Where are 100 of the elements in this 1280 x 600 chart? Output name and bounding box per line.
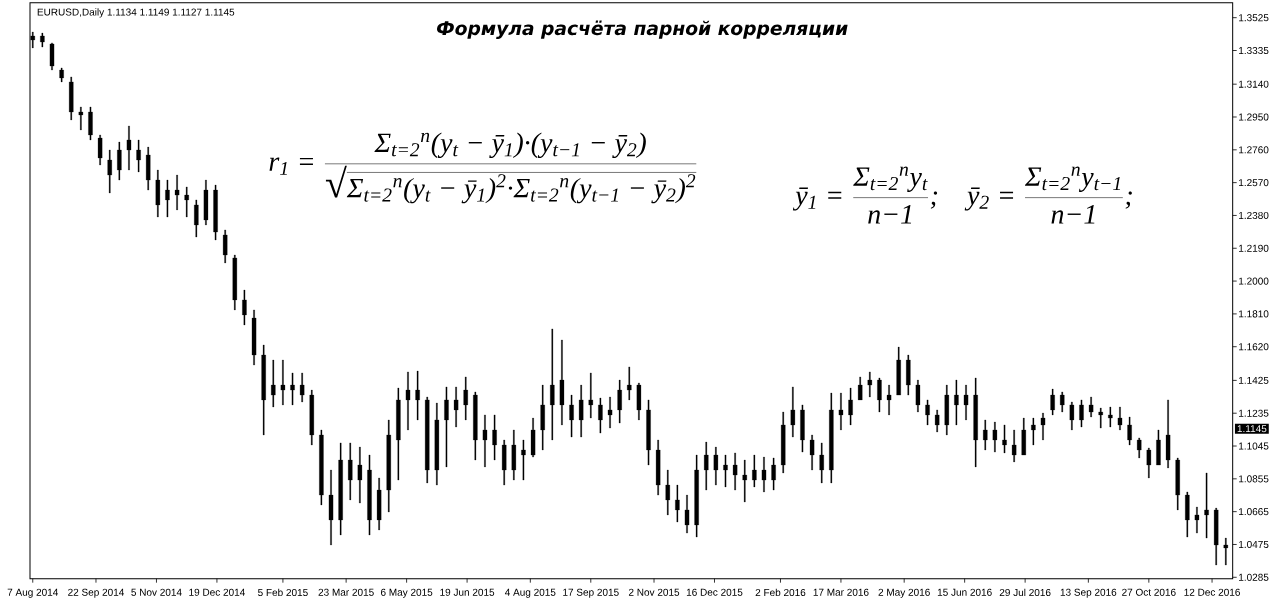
y-tick-label: 1.3525 (1239, 14, 1269, 22)
annotation: n−1 (868, 205, 912, 224)
candlestick (1146, 447, 1152, 479)
candlestick (588, 372, 593, 419)
y-tick-label: 1.3140 (1239, 80, 1269, 88)
candlestick (675, 484, 680, 523)
candlestick (809, 434, 815, 471)
annotation: Σ$_{t=2}$$^{n}$y$_{t−1}$ (1024, 166, 1121, 192)
candlestick (69, 76, 74, 121)
candlestick (655, 439, 661, 496)
y-tick-label: 1.3335 (1239, 46, 1269, 55)
candlestick (906, 354, 911, 396)
candlestick (1011, 429, 1017, 463)
candlestick (713, 446, 719, 486)
text: Σ$_{t=2}$$^{n}$(y$_{t}$ − ȳ$_{1}$)·(y$_{t−1}$ − ȳ$_{2}$) (374, 132, 646, 159)
candlestick (877, 377, 882, 413)
candlestick (867, 371, 873, 398)
candlestick (97, 134, 103, 166)
candlestick (319, 429, 324, 506)
candlestick (646, 399, 651, 466)
x-tick-label: 2 Nov 2015 (628, 588, 680, 596)
candlestick (155, 169, 161, 218)
candlestick (59, 67, 64, 83)
candlestick (1213, 507, 1219, 566)
candlestick (761, 456, 767, 493)
candlestick (1204, 472, 1209, 539)
candlestick (242, 289, 247, 326)
candlestick (261, 344, 266, 436)
x-tick-label: 27 Oct 2016 (1122, 588, 1176, 596)
candlestick (328, 469, 334, 546)
y-tick-label: 1.0285 (1239, 573, 1269, 581)
y-tick-label: 1.2950 (1239, 113, 1269, 121)
x-tick-label: 17 Mar 2016 (813, 588, 869, 596)
candlestick (1165, 399, 1171, 469)
candlestick (829, 392, 834, 484)
candlestick (925, 399, 930, 426)
candlestick (973, 377, 978, 468)
candlestick (636, 382, 642, 421)
candlestick (617, 379, 622, 424)
candlestick (684, 494, 690, 534)
candlestick (357, 446, 363, 504)
candlestick (222, 229, 228, 264)
candlestick (983, 419, 988, 451)
candlestick (1079, 399, 1084, 428)
x-tick-label: 17 Sep 2015 (563, 588, 619, 598)
text: Σ$_{t=2}$$^{n}$(y$_{t}$ − ȳ$_{1}$)$^{2}$·Σ$_{t=2}$$^{n}$(y$_{t−1}$ − ȳ$_{2}$)$^{2}$ (346, 174, 696, 204)
candlestick (607, 396, 613, 429)
x-tick-label: 16 Dec 2015 (686, 588, 743, 596)
candlestick (290, 372, 295, 406)
annotation: n−1 (1051, 205, 1095, 224)
candlestick (1069, 401, 1075, 431)
y-tick-label: 1.2000 (1239, 277, 1269, 285)
candlestick (1156, 429, 1161, 466)
candlestick (896, 346, 901, 396)
annotation: Σ$_{t=2}$$^{n}$y$_{t}$ (853, 166, 928, 192)
candlestick (338, 442, 343, 536)
annotation: √ (325, 165, 347, 198)
x-tick-label: 5 Feb 2015 (258, 588, 308, 597)
candlestick (1031, 417, 1036, 446)
x-tick-label: 29 Jul 2016 (999, 588, 1051, 597)
candlestick (1050, 388, 1055, 416)
candlestick (203, 179, 209, 226)
x-tick-label: 12 Dec 2016 (1184, 588, 1240, 596)
candlestick (1098, 407, 1103, 429)
candlestick (886, 384, 892, 416)
y-tick-label: 1.1620 (1239, 343, 1269, 351)
candlestick (165, 179, 170, 218)
candlestick (1185, 491, 1190, 538)
candlestick (752, 454, 757, 488)
candlestick (405, 371, 411, 431)
candlestick (453, 386, 459, 428)
candlestick (174, 174, 180, 211)
candlestick (194, 199, 199, 238)
candlestick (396, 387, 401, 481)
x-tick-label: 7 Aug 2014 (7, 588, 59, 598)
candlestick (502, 439, 507, 486)
candlestick (665, 469, 670, 516)
candlestick (742, 459, 747, 503)
candlestick (40, 32, 45, 48)
y-tick-label: 1.0475 (1239, 540, 1269, 549)
x-tick-label: 2 Feb 2016 (755, 588, 806, 597)
candlestick (627, 366, 632, 401)
candlestick (1223, 537, 1229, 566)
candlestick (944, 384, 949, 436)
candlestick (559, 339, 565, 426)
candlestick (434, 402, 440, 486)
candlestick (934, 409, 940, 433)
candlestick (530, 417, 536, 458)
candlestick (444, 386, 449, 468)
candlestick (819, 442, 824, 484)
x-tick-label: 2 May 2016 (878, 588, 930, 598)
candlestick (251, 309, 257, 366)
candlestick (88, 106, 93, 141)
y-tick-label: 1.1045 (1239, 442, 1269, 450)
text: Формула расчёта парной корреляции (436, 20, 848, 39)
candlestick (482, 414, 488, 468)
candlestick (781, 411, 786, 474)
annotation: ; (1125, 191, 1132, 209)
candlestick (213, 184, 218, 241)
candlestick (694, 454, 699, 538)
